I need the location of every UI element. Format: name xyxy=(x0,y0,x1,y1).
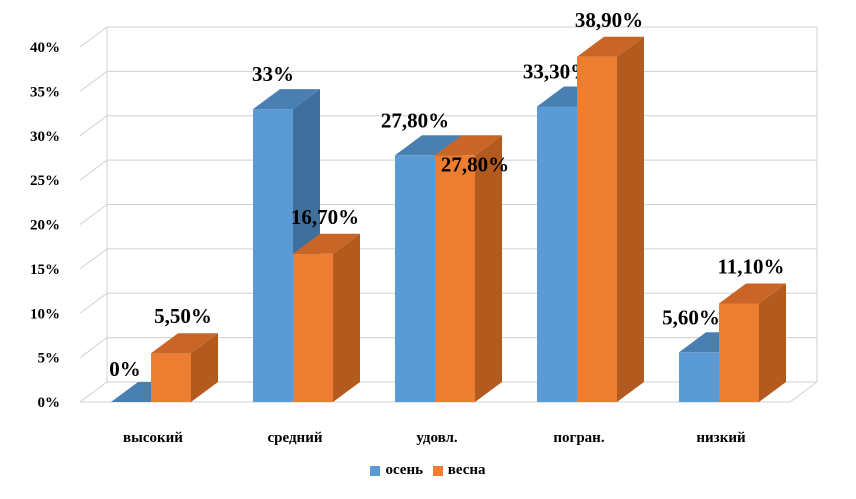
y-tick-label: 15% xyxy=(30,262,60,278)
bar-side-1-0 xyxy=(191,333,218,402)
bar-top-0-1 xyxy=(253,89,320,110)
bar-top-1-0 xyxy=(151,333,218,354)
bar-1-2 xyxy=(435,155,475,402)
y-tick-label: 40% xyxy=(30,40,60,56)
bar-1-3 xyxy=(577,56,617,402)
y-tick-label: 5% xyxy=(38,351,61,367)
data-label-1-3: 38,90% xyxy=(575,8,643,32)
y-tick-label: 10% xyxy=(30,306,60,322)
gridline-depth xyxy=(79,159,108,181)
bar-top-1-1 xyxy=(293,233,360,254)
bar-0-1 xyxy=(253,109,293,402)
x-category-label: низкий xyxy=(696,430,746,446)
gridline-depth xyxy=(79,70,108,92)
bar-0-4 xyxy=(679,352,719,402)
gridline-depth xyxy=(79,381,108,403)
x-category-label: удовл. xyxy=(416,430,458,446)
data-label-1-0: 5,50% xyxy=(154,304,212,328)
y-tick-label: 30% xyxy=(30,129,60,145)
x-category-label: высокий xyxy=(123,430,183,446)
bar-top-0-2 xyxy=(395,135,462,156)
gridline-depth xyxy=(79,248,108,270)
bar-side-1-2 xyxy=(475,135,502,402)
floor-side-edge xyxy=(789,381,818,403)
bar-top-1-2 xyxy=(435,135,502,156)
gridline-depth xyxy=(79,292,108,314)
data-label-1-2: 27,80% xyxy=(441,152,509,176)
bar-side-1-3 xyxy=(617,36,644,402)
bar-0-3 xyxy=(537,106,577,403)
legend-label-series-0: осень xyxy=(385,462,424,478)
y-tick-label: 0% xyxy=(38,395,61,411)
data-label-1-1: 16,70% xyxy=(291,205,359,229)
bar-top-1-4 xyxy=(719,283,786,304)
y-tick-label: 20% xyxy=(30,218,60,234)
x-category-label: средний xyxy=(268,430,323,446)
data-label-0-4: 5,60% xyxy=(662,305,720,329)
bar-1-4 xyxy=(719,303,759,402)
y-tick-label: 25% xyxy=(30,173,60,189)
data-label-0-1: 33% xyxy=(252,62,294,86)
bar-1-1 xyxy=(293,253,333,402)
legend-label-series-1: весна xyxy=(447,462,486,478)
gridline-depth xyxy=(79,115,108,137)
legend: осень весна xyxy=(0,462,856,481)
legend-swatch-series-1 xyxy=(432,465,443,476)
bar-1-0 xyxy=(151,353,191,402)
data-label-0-2: 27,80% xyxy=(381,108,449,132)
gridline-depth xyxy=(79,26,108,48)
legend-swatch-series-0 xyxy=(370,465,381,476)
gridline-depth xyxy=(79,204,108,225)
gridline-depth xyxy=(79,337,108,359)
bar-side-1-4 xyxy=(759,283,786,402)
legend-item-series-0[interactable]: осень xyxy=(370,462,423,479)
bar-0-2 xyxy=(395,155,435,402)
x-category-label: погран. xyxy=(553,430,604,446)
bar-side-1-1 xyxy=(333,233,360,402)
y-tick-label: 35% xyxy=(30,84,60,100)
legend-item-series-1[interactable]: весна xyxy=(432,462,486,479)
data-label-0-0: 0% xyxy=(109,357,141,381)
bar-top-1-3 xyxy=(577,36,644,57)
data-label-1-4: 11,10% xyxy=(717,254,784,278)
